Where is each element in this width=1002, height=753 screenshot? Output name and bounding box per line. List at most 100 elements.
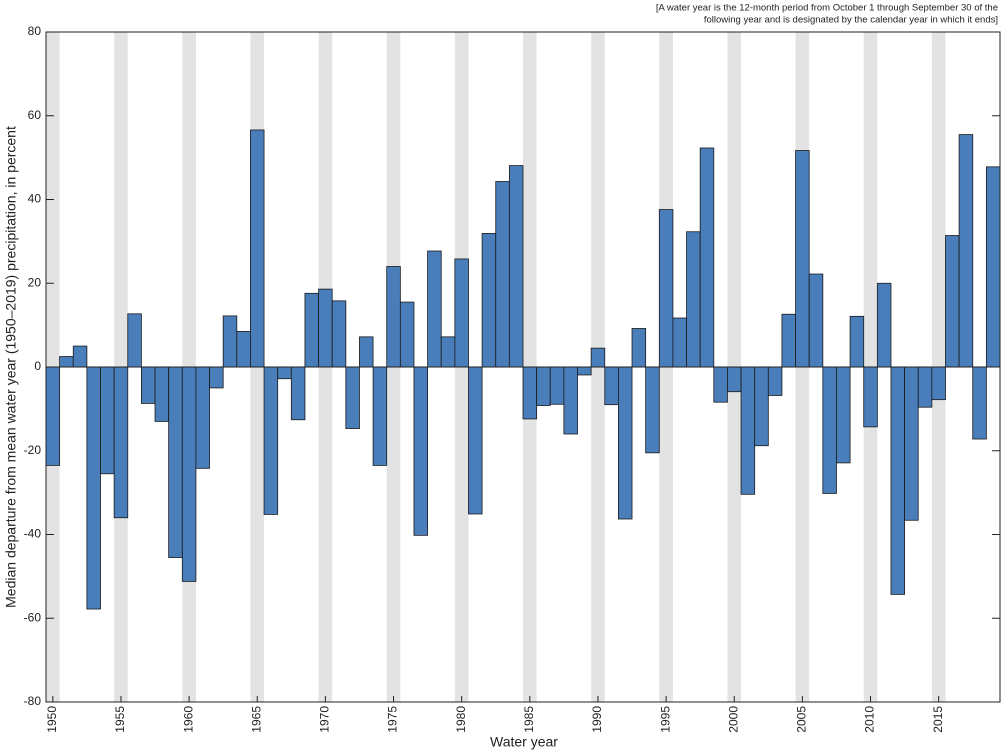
bar: [577, 366, 592, 376]
bar: [59, 356, 74, 368]
bar: [590, 347, 606, 368]
bar: [699, 147, 715, 368]
bar: [822, 366, 837, 494]
bar: [372, 366, 388, 466]
bar: [931, 366, 946, 401]
bar: [563, 366, 578, 435]
bar: [849, 315, 865, 368]
x-tick-label: 1990: [590, 706, 604, 733]
bar: [522, 366, 538, 420]
bar: [331, 300, 347, 368]
bar: [113, 366, 129, 519]
bar: [863, 366, 878, 428]
bar: [154, 366, 170, 422]
bar: [672, 317, 687, 368]
x-tick-label: 1985: [522, 706, 536, 733]
bar: [386, 266, 401, 368]
y-axis-label: Median departure from mean water year (1…: [3, 126, 19, 608]
bar: [140, 366, 156, 404]
bar: [904, 366, 919, 521]
bar: [836, 366, 851, 464]
bar: [318, 288, 333, 368]
bar: [195, 366, 210, 469]
bar: [86, 366, 101, 610]
plot-frame: [45, 31, 1001, 703]
x-tick-label: 2010: [863, 706, 877, 733]
x-tick-label: 1975: [386, 706, 400, 733]
bar: [645, 366, 660, 454]
bar: [781, 313, 796, 368]
bar: [713, 366, 728, 403]
bar: [222, 315, 238, 368]
bar: [209, 366, 224, 389]
bar: [686, 231, 701, 368]
bar: [631, 328, 647, 368]
bar: [345, 366, 360, 429]
bar: [972, 366, 987, 440]
bar: [985, 166, 1001, 368]
y-tick-label: -60: [24, 610, 42, 624]
x-tick-label: 1970: [318, 706, 332, 733]
bar: [236, 331, 251, 368]
bar: [413, 366, 429, 536]
bar: [740, 366, 756, 495]
y-tick-label: 80: [28, 24, 42, 38]
y-tick-label: 40: [28, 192, 42, 206]
y-tick-label: -20: [24, 443, 42, 457]
bar: [536, 366, 551, 406]
bar: [917, 366, 933, 408]
bar: [658, 209, 674, 368]
bar: [72, 345, 88, 368]
bar: [250, 129, 265, 368]
bar: [181, 366, 197, 582]
y-tick-label: -40: [24, 527, 42, 541]
bar: [618, 366, 633, 520]
bar: [876, 282, 892, 368]
bar: [277, 366, 292, 380]
bar: [604, 366, 619, 406]
x-tick-label: 1980: [454, 706, 468, 733]
bar: [427, 250, 442, 368]
bar: [495, 181, 510, 368]
y-tick-label: 20: [28, 275, 42, 289]
bar: [508, 165, 524, 368]
bar: [263, 366, 279, 515]
bar: [359, 336, 374, 368]
bar: [481, 233, 497, 368]
bar: [945, 235, 960, 368]
bar: [168, 366, 183, 558]
bar: [290, 366, 306, 421]
bar: [808, 273, 824, 368]
bar: [454, 258, 469, 368]
bar: [754, 366, 769, 447]
bar: [127, 313, 142, 368]
x-tick-label: 1955: [113, 706, 127, 733]
x-tick-label: 1965: [249, 706, 263, 733]
x-tick-label: 1995: [658, 706, 672, 733]
y-tick-label: 0: [34, 359, 41, 373]
x-tick-label: 1950: [45, 706, 59, 733]
bar: [549, 366, 565, 405]
bar: [399, 301, 415, 368]
bar: [45, 366, 61, 466]
bar: [767, 366, 783, 396]
x-tick-label: 1960: [181, 706, 195, 733]
bar: [304, 292, 319, 368]
x-tick-label: 2005: [795, 706, 809, 733]
bar: [468, 366, 483, 515]
bar: [795, 150, 810, 368]
bar: [890, 366, 906, 595]
x-axis-label: Water year: [490, 734, 558, 750]
y-tick-label: -80: [24, 694, 42, 708]
y-tick-label: 60: [28, 108, 42, 122]
x-tick-label: 2015: [931, 706, 945, 733]
bar: [958, 134, 974, 368]
bar: [100, 366, 115, 475]
x-tick-label: 2000: [726, 706, 740, 733]
note-line: following year and is designated by the …: [704, 15, 998, 26]
bar: [440, 336, 456, 368]
note-line: [A water year is the 12-month period fro…: [656, 3, 998, 14]
bar: [727, 366, 742, 393]
